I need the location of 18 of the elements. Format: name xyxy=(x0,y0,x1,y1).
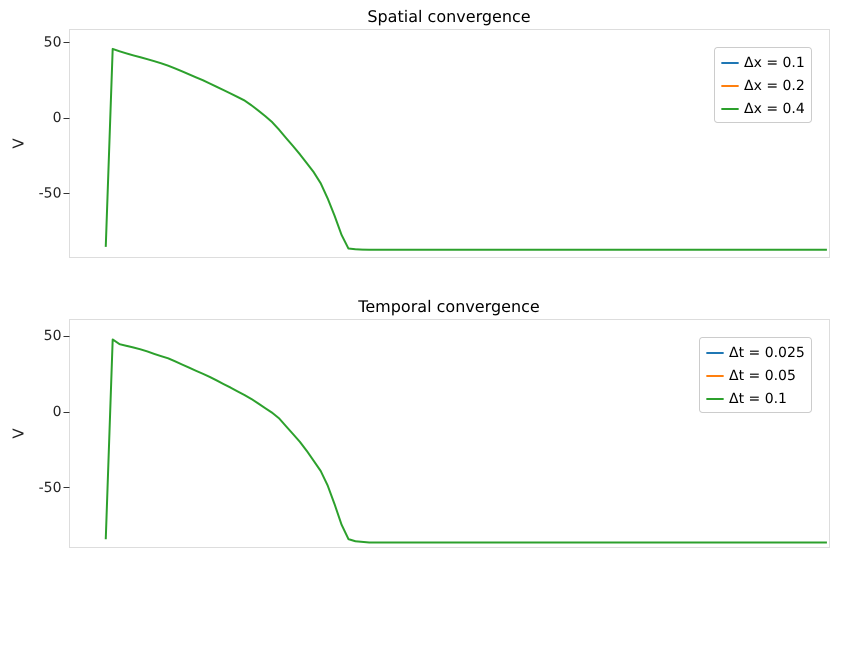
legend-label: Δt = 0.05 xyxy=(729,368,796,384)
chart-title: Temporal convergence xyxy=(357,297,540,316)
legend-label: Δt = 0.025 xyxy=(729,345,805,361)
legend-label: Δx = 0.1 xyxy=(744,55,805,71)
y-tick-label: -50 xyxy=(38,480,62,496)
y-axis-title: V xyxy=(10,428,28,439)
legend-label: Δt = 0.1 xyxy=(729,391,787,407)
y-tick-label: -50 xyxy=(38,186,62,202)
y-tick-label: 0 xyxy=(52,404,62,420)
y-tick-label: 50 xyxy=(44,34,62,51)
line-series xyxy=(104,48,828,251)
line-series xyxy=(104,338,828,544)
legend-label: Δx = 0.2 xyxy=(744,78,805,94)
y-tick-label: 0 xyxy=(52,110,62,126)
y-tick-label: 50 xyxy=(44,328,62,344)
legend-label: Δx = 0.4 xyxy=(744,101,805,117)
chart-title: Spatial convergence xyxy=(367,7,531,26)
y-axis-title: V xyxy=(10,138,28,149)
